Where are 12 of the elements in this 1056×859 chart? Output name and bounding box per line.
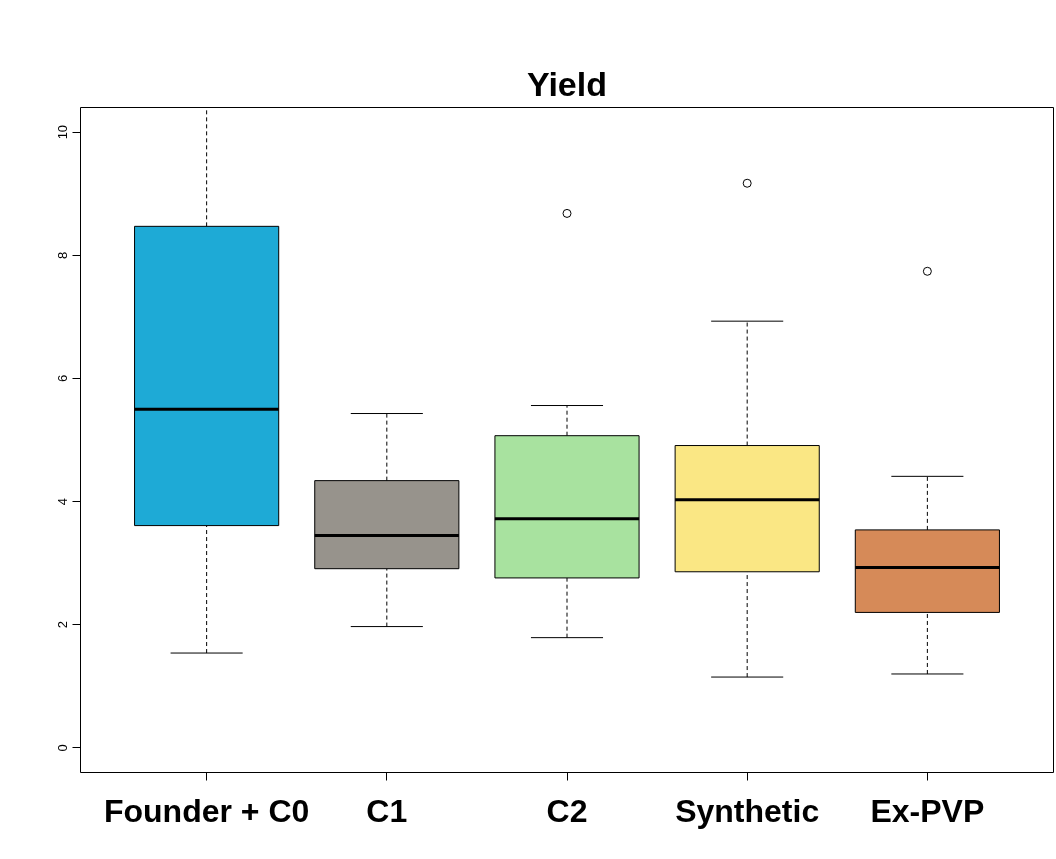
chart-title: Yield <box>527 64 608 103</box>
y-tick-label: 6 <box>55 374 71 383</box>
x-tick-label: Founder + C0 <box>103 792 310 829</box>
y-tick-label: 0 <box>55 744 71 752</box>
y-tick-label: 10 <box>55 124 71 140</box>
y-tick-label: 8 <box>55 251 71 259</box>
x-tick-label: Synthetic <box>675 792 820 829</box>
y-tick-label: 4 <box>55 497 71 506</box>
x-tick-label: Ex-PVP <box>870 792 985 829</box>
x-tick-label: C1 <box>366 792 408 829</box>
y-tick-label: 2 <box>55 621 71 629</box>
x-tick-label: C2 <box>546 792 588 829</box>
